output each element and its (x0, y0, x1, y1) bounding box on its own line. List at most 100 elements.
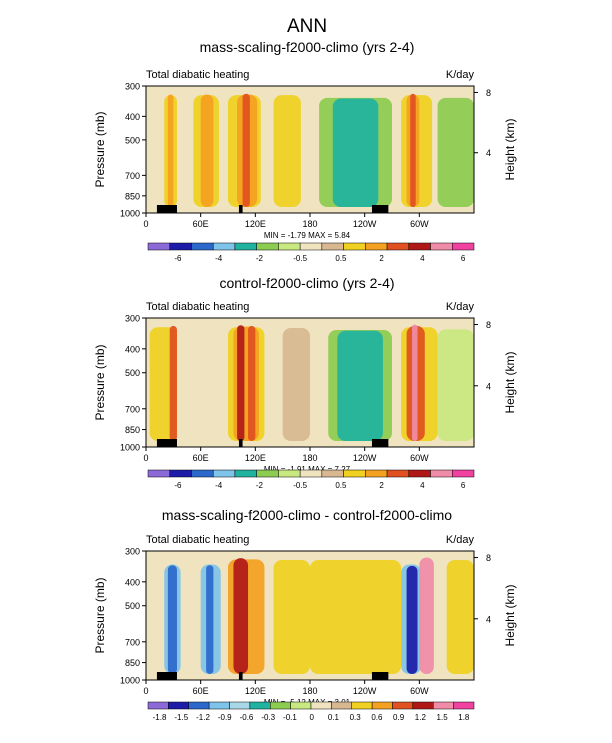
y-tick-label: 1000 (120, 209, 140, 219)
topography-0 (156, 205, 177, 213)
field-band-1 (167, 565, 177, 674)
colorbar-swatch (212, 242, 236, 251)
field-band-12 (410, 93, 416, 207)
colorbar-swatch (321, 469, 344, 478)
field-label: Total diabatic heating (146, 69, 249, 81)
topography-0 (156, 672, 177, 680)
colorbar-label: 4 (420, 481, 425, 490)
colorbar-label: -1.5 (174, 713, 188, 722)
field-band-1 (167, 94, 174, 207)
topography-0 (156, 439, 177, 447)
field-band-1 (169, 325, 177, 441)
y-tick-label: 500 (125, 601, 140, 611)
colorbar-label: -6 (174, 254, 182, 263)
y-tick-label: 700 (125, 404, 140, 414)
y-right-axis-label: Height (km) (503, 118, 517, 180)
colorbar-swatch (270, 701, 291, 710)
colorbar-swatch (452, 242, 475, 251)
y-tick-label: 300 (125, 82, 140, 92)
y-right-tick-label: 4 (486, 614, 491, 624)
colorbar-label: -0.3 (261, 713, 275, 722)
field-band-9 (332, 98, 379, 207)
y-right-tick-label: 8 (486, 88, 491, 98)
y-tick-label: 700 (125, 637, 140, 647)
field-band-6 (273, 560, 310, 674)
field-band-7 (310, 560, 402, 674)
y-tick-label: 850 (125, 191, 140, 201)
colorbar-label: -0.5 (293, 254, 307, 263)
colorbar-label: 1.8 (458, 713, 470, 722)
colorbar-label: 0.9 (393, 713, 405, 722)
colorbar-swatch (299, 469, 323, 478)
colorbar-swatch (229, 701, 251, 710)
field-band-5 (248, 325, 256, 441)
field-band-7 (273, 95, 301, 207)
y-tick-label: 400 (125, 577, 140, 587)
colorbar-label: 6 (461, 254, 466, 263)
colorbar-label: -0.9 (218, 713, 232, 722)
colorbar-swatch (433, 701, 454, 710)
y-tick-label: 850 (125, 658, 140, 668)
panel-title: mass-scaling-f2000-climo (yrs 2-4) (200, 39, 415, 55)
x-tick-label: 60E (193, 219, 209, 229)
y-axis-label: Pressure (mb) (93, 344, 107, 420)
y-axis-label: Pressure (mb) (93, 111, 107, 187)
colorbar-swatch (208, 701, 230, 710)
colorbar-swatch (290, 701, 312, 710)
colorbar-label: 0.1 (328, 713, 340, 722)
y-right-tick-label: 4 (486, 148, 491, 158)
colorbar-swatch (234, 242, 257, 251)
colorbar-swatch (343, 242, 366, 251)
panel-mass-scaling: mass-scaling-f2000-climo (yrs 2-4) Total … (93, 39, 517, 263)
x-tick-label: 60E (193, 686, 209, 696)
colorbar-swatch (453, 701, 475, 710)
colorbar-label: -0.5 (293, 481, 307, 490)
topography-1 (238, 439, 243, 447)
x-tick-label: 120E (245, 453, 266, 463)
colorbar-swatch (351, 701, 373, 710)
colorbar-swatch (299, 242, 323, 251)
colorbar-swatch (188, 701, 210, 710)
field-band-5 (233, 558, 249, 674)
y-tick-label: 500 (125, 135, 140, 145)
colorbar-swatch (147, 469, 170, 478)
colorbar-swatch (430, 469, 453, 478)
field-band-9 (406, 565, 418, 674)
colorbar-swatch (147, 242, 170, 251)
y-tick-label: 850 (125, 425, 140, 435)
field-band-3 (200, 94, 214, 207)
colorbar-swatch (169, 469, 192, 478)
stats-label: MIN = -1.79 MAX = 5.84 (264, 231, 351, 240)
colorbar-swatch (386, 469, 410, 478)
y-tick-label: 1000 (120, 676, 140, 686)
x-tick-label: 120W (353, 453, 377, 463)
colorbar-swatch (371, 701, 393, 710)
topography-1 (238, 205, 243, 213)
x-tick-label: 0 (143, 686, 148, 696)
units-label: K/day (446, 69, 475, 81)
colorbar-swatch (386, 242, 410, 251)
x-tick-label: 180 (302, 453, 317, 463)
field-band-11 (412, 324, 418, 441)
panel-control: control-f2000-climo (yrs 2-4) Total diaba… (93, 275, 517, 490)
colorbar-swatch (234, 469, 257, 478)
x-tick-label: 60W (410, 219, 429, 229)
colorbar-swatch (212, 469, 236, 478)
colorbar-swatch (452, 469, 475, 478)
colorbar-label: 1.5 (437, 713, 449, 722)
field-band-11 (446, 560, 474, 674)
colorbar-label: 0.3 (350, 713, 362, 722)
colorbar-swatch (256, 242, 279, 251)
field-band-4 (237, 325, 245, 441)
y-tick-label: 300 (125, 314, 140, 324)
x-tick-label: 60E (193, 453, 209, 463)
colorbar-swatch (408, 242, 431, 251)
colorbar-swatch (278, 469, 301, 478)
colorbar-swatch (365, 242, 388, 251)
field-label: Total diabatic heating (146, 301, 249, 313)
colorbar-label: 0.5 (335, 254, 347, 263)
colorbar-swatch (310, 701, 332, 710)
topography-2 (371, 672, 389, 680)
colorbar-label: -1.2 (196, 713, 210, 722)
colorbar-label: 1.2 (415, 713, 427, 722)
